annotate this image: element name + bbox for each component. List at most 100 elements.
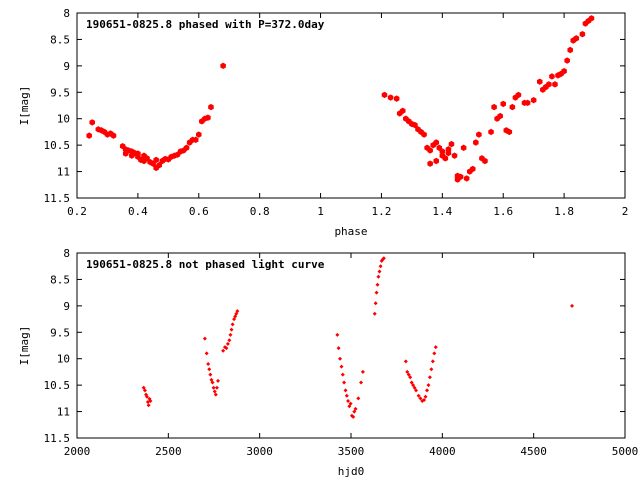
x-tick-label: 1.8 xyxy=(554,205,574,218)
x-tick-label: 3000 xyxy=(246,445,273,458)
data-point xyxy=(573,35,580,42)
data-point xyxy=(373,301,378,306)
data-point xyxy=(570,303,575,308)
data-point xyxy=(470,165,476,173)
data-point xyxy=(360,369,365,374)
data-point xyxy=(235,309,240,314)
data-point xyxy=(432,351,437,356)
data-point xyxy=(343,388,348,393)
x-tick-label: 2500 xyxy=(155,445,182,458)
data-point xyxy=(433,157,440,165)
data-point xyxy=(552,81,558,88)
data-point xyxy=(339,364,344,369)
plot-title: 190651-0825.8 phased with P=372.0day xyxy=(86,18,325,31)
data-point xyxy=(588,15,595,22)
data-point xyxy=(430,359,435,364)
x-tick-label: 1 xyxy=(317,205,324,218)
data-point xyxy=(335,332,340,337)
data-point xyxy=(378,264,383,269)
data-point xyxy=(230,322,235,327)
x-tick-label: 4500 xyxy=(520,445,547,458)
data-point xyxy=(148,399,153,403)
data-point xyxy=(393,95,400,102)
data-point xyxy=(227,338,232,343)
data-point xyxy=(206,362,211,366)
y-tick-label: 11.5 xyxy=(44,192,71,205)
data-point xyxy=(372,311,377,316)
data-point xyxy=(346,399,351,403)
data-point xyxy=(342,380,347,385)
data-point xyxy=(509,103,516,111)
data-point xyxy=(381,91,388,99)
data-point xyxy=(89,119,95,126)
x-axis-label: phase xyxy=(334,225,367,238)
data-point xyxy=(183,144,190,151)
x-tick-label: 0.4 xyxy=(128,205,148,218)
data-point xyxy=(225,341,230,346)
data-point xyxy=(442,155,449,162)
data-point xyxy=(536,78,543,85)
data-point xyxy=(220,62,226,70)
data-point xyxy=(427,147,433,154)
data-point xyxy=(405,369,410,374)
y-tick-label: 9 xyxy=(63,60,70,73)
data-point xyxy=(408,375,413,380)
data-point xyxy=(214,385,219,390)
plot-frame xyxy=(76,12,626,199)
phased-plot: 0.2 0.4 0.6 0.8 1 1.2 1.4 1.6 1.8 2 8 8.5 9 9.5 10 10.5… xyxy=(18,7,628,238)
data-point xyxy=(210,380,215,385)
data-point xyxy=(491,103,497,111)
data-point xyxy=(208,103,214,111)
data-point xyxy=(153,156,159,164)
data-point xyxy=(351,414,356,419)
data-point xyxy=(381,256,386,261)
data-point xyxy=(207,367,212,372)
data-point xyxy=(344,393,349,398)
data-point xyxy=(500,100,506,108)
data-point xyxy=(439,148,446,155)
data-point xyxy=(463,175,470,182)
x-tick-label: 0.8 xyxy=(250,205,270,218)
data-point xyxy=(506,128,513,136)
unphased-plot: 2000 2500 3000 3500 4000 4500 5000 8 8.5 9 9.5 10 10… xyxy=(18,247,638,478)
data-point xyxy=(549,73,555,80)
x-tick-label: 4000 xyxy=(429,445,456,458)
data-point xyxy=(473,139,479,146)
data-point xyxy=(564,57,570,64)
data-point xyxy=(546,81,552,88)
data-point xyxy=(156,162,162,169)
y-tick-label: 8.5 xyxy=(50,273,70,286)
data-point xyxy=(411,383,416,388)
y-axis-label: I[mag] xyxy=(18,86,31,126)
data-point xyxy=(412,385,417,390)
data-point xyxy=(142,388,147,393)
data-point xyxy=(424,388,429,393)
y-tick-label: 10 xyxy=(57,113,70,126)
data-point xyxy=(374,290,379,295)
data-point xyxy=(375,282,380,287)
x-tick-label: 3500 xyxy=(338,445,365,458)
data-point xyxy=(561,67,567,75)
data-point xyxy=(412,121,418,129)
data-point xyxy=(457,173,464,181)
y-tick-label: 9.5 xyxy=(50,326,70,339)
data-point xyxy=(202,336,207,341)
data-point xyxy=(488,128,494,136)
data-point xyxy=(421,131,427,138)
data-point xyxy=(567,46,573,54)
y-tick-label: 8 xyxy=(63,247,70,260)
data-point xyxy=(144,394,149,399)
data-point xyxy=(451,152,458,159)
y-tick-label: 9 xyxy=(63,300,70,313)
plot-frame xyxy=(76,252,626,439)
data-point xyxy=(221,348,226,353)
data-point xyxy=(208,372,213,377)
data-point xyxy=(433,139,440,146)
data-point xyxy=(359,380,364,385)
data-point xyxy=(204,351,209,356)
data-point xyxy=(403,359,408,364)
y-axis-label: I[mag] xyxy=(18,326,31,366)
data-point xyxy=(482,157,488,165)
data-point xyxy=(497,112,503,120)
y-tick-label: 10.5 xyxy=(44,379,71,392)
